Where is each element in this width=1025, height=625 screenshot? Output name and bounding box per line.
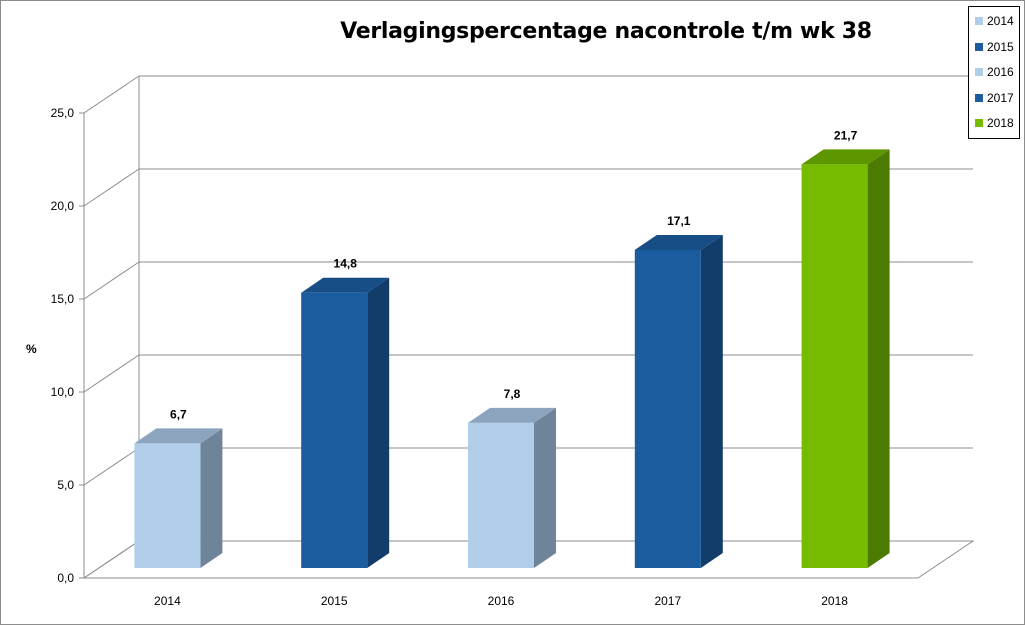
- bar-2017: 17,1: [634, 214, 723, 568]
- bar-front: [134, 443, 201, 568]
- legend: 2014 2015 2016 2017 2018: [968, 6, 1020, 139]
- x-axis-ticks: 2014 2015 2016 2017 2018: [154, 594, 848, 608]
- legend-label: 2014: [987, 14, 1014, 28]
- legend-label: 2015: [987, 39, 1014, 54]
- data-label: 14,8: [334, 257, 358, 271]
- data-label: 7,8: [504, 387, 521, 401]
- data-label: 21,7: [834, 128, 858, 142]
- bar-2015: 14,8: [301, 257, 390, 568]
- grid-depth-line: [83, 354, 140, 393]
- bar-front: [801, 164, 868, 568]
- legend-label: 2017: [987, 90, 1014, 105]
- grid-depth-line: [83, 75, 140, 114]
- legend-label: 2018: [987, 116, 1014, 130]
- legend-swatch: [975, 68, 983, 76]
- y-tick-label: 20,0: [51, 199, 75, 213]
- chart-title: Verlagingspercentage nacontrole t/m wk 3…: [340, 19, 872, 44]
- legend-swatch: [975, 42, 983, 51]
- y-axis-ticks: 0,0 5,0 10,0 15,0 20,0 25,0: [51, 106, 75, 585]
- x-tick-label: 2017: [654, 594, 681, 608]
- bar-top: [301, 277, 390, 293]
- bar-side: [534, 407, 556, 568]
- bar-side: [200, 428, 223, 568]
- y-tick-label: 25,0: [51, 106, 75, 120]
- x-tick-label: 2015: [321, 594, 348, 608]
- y-tick-label: 0,0: [57, 571, 74, 585]
- bar-layer: 6,7 14,8 7,8 17,1 21,7: [134, 128, 890, 568]
- bar-top: [801, 149, 890, 165]
- bar-side: [367, 277, 390, 568]
- legend-item: 2015: [975, 37, 1014, 57]
- y-tick-label: 15,0: [51, 292, 75, 306]
- data-label: 6,7: [170, 407, 187, 421]
- legend-item: 2018: [975, 113, 1014, 133]
- bar-top: [468, 407, 556, 423]
- bar-top: [134, 428, 223, 444]
- legend-label: 2016: [987, 65, 1014, 79]
- y-tick-label: 5,0: [57, 478, 74, 492]
- grid-depth-line: [83, 447, 140, 486]
- bar-front: [634, 249, 701, 568]
- bar-front: [301, 292, 368, 568]
- bar-2014: 6,7: [134, 407, 223, 568]
- y-tick-label: 10,0: [51, 385, 75, 399]
- x-tick-label: 2014: [154, 594, 181, 608]
- grid-depth-line: [83, 168, 140, 207]
- bar-2018: 21,7: [801, 128, 890, 568]
- bar-side: [700, 234, 723, 568]
- y-axis-title: %: [26, 342, 37, 356]
- x-tick-label: 2018: [821, 594, 848, 608]
- grid-depth-line: [83, 261, 140, 300]
- legend-swatch: [975, 119, 983, 127]
- legend-item: 2014: [975, 11, 1014, 31]
- legend-item: 2017: [975, 88, 1014, 108]
- bar-2016: 7,8: [468, 387, 556, 568]
- bar-front: [468, 422, 534, 568]
- x-tick-label: 2016: [488, 594, 515, 608]
- legend-swatch: [975, 93, 983, 102]
- floor: [82, 540, 975, 579]
- bar-top: [634, 234, 723, 250]
- bar-side: [867, 149, 890, 568]
- legend-item: 2016: [975, 62, 1014, 82]
- legend-swatch: [975, 17, 983, 25]
- data-label: 17,1: [667, 214, 691, 228]
